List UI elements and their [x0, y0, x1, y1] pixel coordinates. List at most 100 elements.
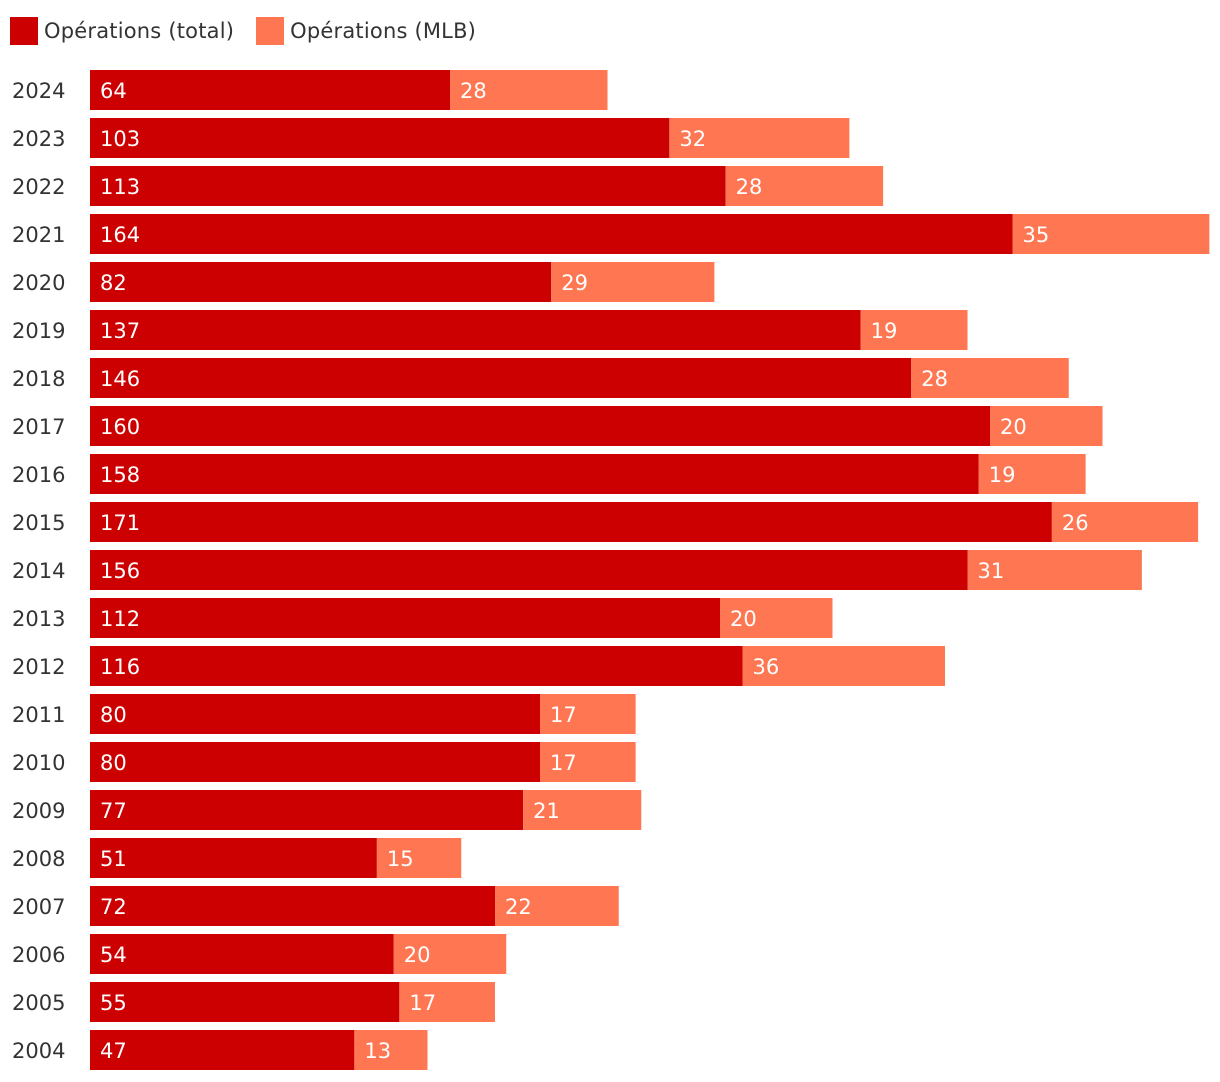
bar-mlb-2004[interactable]: [354, 1030, 428, 1070]
year-label-2013: 2013: [12, 607, 65, 631]
bar-label-total-2019: 137: [100, 319, 140, 343]
year-label-2007: 2007: [12, 895, 65, 919]
bar-label-total-2016: 158: [100, 463, 140, 487]
legend-swatch-total: [10, 17, 38, 45]
bar-label-total-2009: 77: [100, 799, 127, 823]
bar-total-2019[interactable]: [90, 310, 861, 350]
year-label-2016: 2016: [12, 463, 65, 487]
bar-total-2014[interactable]: [90, 550, 968, 590]
bar-total-2007[interactable]: [90, 886, 495, 926]
legend-label-total: Opérations (total): [44, 19, 235, 43]
bar-label-total-2014: 156: [100, 559, 140, 583]
bar-total-2020[interactable]: [90, 262, 552, 302]
bar-label-total-2008: 51: [100, 847, 127, 871]
year-label-2023: 2023: [12, 127, 65, 151]
bar-mlb-2009[interactable]: [523, 790, 642, 830]
legend: Opérations (total) Opérations (MLB): [10, 16, 498, 46]
bar-total-2009[interactable]: [90, 790, 524, 830]
bar-total-2017[interactable]: [90, 406, 990, 446]
bar-label-total-2015: 171: [100, 511, 140, 535]
bar-label-mlb-2015: 26: [1062, 511, 1089, 535]
bar-mlb-2011[interactable]: [540, 694, 636, 734]
legend-swatch-mlb: [256, 17, 285, 45]
bar-total-2013[interactable]: [90, 598, 720, 638]
bar-label-mlb-2007: 22: [505, 895, 532, 919]
bar-label-mlb-2017: 20: [1000, 415, 1027, 439]
bar-label-total-2007: 72: [100, 895, 127, 919]
legend-label-mlb: Opérations (MLB): [290, 19, 477, 43]
year-label-2020: 2020: [12, 271, 65, 295]
bar-total-2015[interactable]: [90, 502, 1052, 542]
year-label-2011: 2011: [12, 703, 65, 727]
bar-label-mlb-2019: 19: [871, 319, 898, 343]
bar-label-total-2024: 64: [100, 79, 127, 103]
year-label-2010: 2010: [12, 751, 65, 775]
bar-total-2006[interactable]: [90, 934, 394, 974]
bar-label-mlb-2006: 20: [404, 943, 431, 967]
year-label-2005: 2005: [12, 991, 65, 1015]
bar-total-2004[interactable]: [90, 1030, 355, 1070]
bar-mlb-2013[interactable]: [720, 598, 833, 638]
bar-mlb-2023[interactable]: [669, 118, 850, 158]
bar-label-total-2004: 47: [100, 1039, 127, 1063]
bar-label-mlb-2009: 21: [533, 799, 560, 823]
year-label-2019: 2019: [12, 319, 65, 343]
bar-label-mlb-2022: 28: [736, 175, 763, 199]
bar-label-total-2018: 146: [100, 367, 140, 391]
bar-label-total-2010: 80: [100, 751, 127, 775]
year-label-2012: 2012: [12, 655, 65, 679]
bar-mlb-2019[interactable]: [860, 310, 968, 350]
bar-label-total-2013: 112: [100, 607, 140, 631]
bar-label-mlb-2008: 15: [387, 847, 414, 871]
bar-label-total-2006: 54: [100, 943, 127, 967]
bar-mlb-2021[interactable]: [1012, 214, 1210, 254]
year-label-2024: 2024: [12, 79, 65, 103]
bar-mlb-2006[interactable]: [393, 934, 507, 974]
bar-mlb-2018[interactable]: [911, 358, 1069, 398]
bar-total-2024[interactable]: [90, 70, 450, 110]
bar-total-2023[interactable]: [90, 118, 670, 158]
bar-total-2005[interactable]: [90, 982, 400, 1022]
bar-label-mlb-2013: 20: [730, 607, 757, 631]
bar-total-2021[interactable]: [90, 214, 1013, 254]
bar-total-2012[interactable]: [90, 646, 743, 686]
bar-total-2008[interactable]: [90, 838, 377, 878]
bar-mlb-2012[interactable]: [742, 646, 946, 686]
bar-label-mlb-2004: 13: [364, 1039, 391, 1063]
bar-total-2018[interactable]: [90, 358, 912, 398]
year-label-2022: 2022: [12, 175, 65, 199]
bar-label-mlb-2024: 28: [460, 79, 487, 103]
year-label-2009: 2009: [12, 799, 65, 823]
legend-item-mlb[interactable]: Opérations (MLB): [256, 17, 476, 45]
bar-label-mlb-2014: 31: [978, 559, 1005, 583]
bar-mlb-2014[interactable]: [967, 550, 1142, 590]
year-label-2015: 2015: [12, 511, 65, 535]
bar-label-mlb-2016: 19: [989, 463, 1016, 487]
legend-item-total[interactable]: Opérations (total): [10, 17, 234, 45]
bar-label-total-2011: 80: [100, 703, 127, 727]
bar-total-2011[interactable]: [90, 694, 540, 734]
bar-total-2010[interactable]: [90, 742, 540, 782]
bar-label-mlb-2021: 35: [1023, 223, 1050, 247]
bar-total-2022[interactable]: [90, 166, 726, 206]
bar-label-mlb-2005: 17: [409, 991, 436, 1015]
bar-label-total-2012: 116: [100, 655, 140, 679]
bar-label-mlb-2012: 36: [753, 655, 780, 679]
year-label-2021: 2021: [12, 223, 65, 247]
bar-mlb-2007[interactable]: [495, 886, 619, 926]
bar-mlb-2020[interactable]: [551, 262, 715, 302]
bar-label-total-2023: 103: [100, 127, 140, 151]
bar-mlb-2005[interactable]: [399, 982, 495, 1022]
bar-mlb-2010[interactable]: [540, 742, 636, 782]
bar-mlb-2016[interactable]: [978, 454, 1086, 494]
bar-mlb-2008[interactable]: [376, 838, 462, 878]
bar-mlb-2015[interactable]: [1051, 502, 1199, 542]
bar-label-total-2021: 164: [100, 223, 140, 247]
bar-total-2016[interactable]: [90, 454, 979, 494]
bar-mlb-2022[interactable]: [725, 166, 884, 206]
bar-mlb-2017[interactable]: [990, 406, 1103, 446]
year-label-2017: 2017: [12, 415, 65, 439]
bar-mlb-2024[interactable]: [450, 70, 608, 110]
bar-label-total-2005: 55: [100, 991, 127, 1015]
